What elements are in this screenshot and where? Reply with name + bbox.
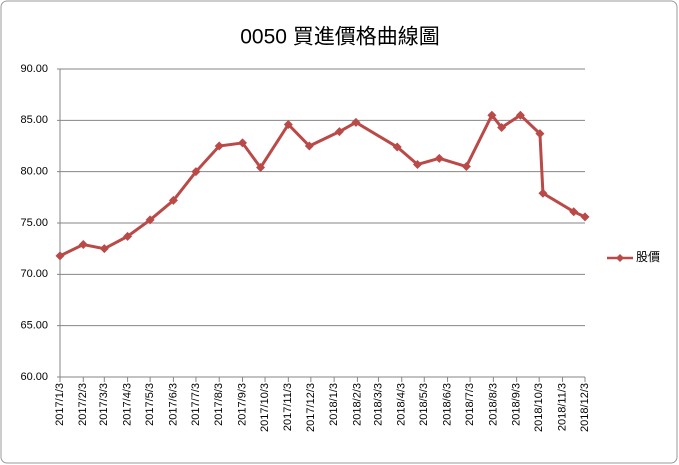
legend-label: 股價 <box>636 250 660 264</box>
data-point <box>413 159 423 169</box>
x-tick-label: 2017/8/3 <box>213 383 225 426</box>
data-point <box>580 212 590 222</box>
x-tick-label: 2018/7/3 <box>464 383 476 426</box>
data-point <box>99 244 109 254</box>
x-tick-label: 2018/12/3 <box>579 383 591 432</box>
y-tick-label: 70.00 <box>20 268 48 280</box>
y-tick-label: 90.00 <box>20 63 48 75</box>
x-tick-label: 2017/9/3 <box>236 383 248 426</box>
x-tick-label: 2017/11/3 <box>282 383 294 431</box>
x-tick-label: 2017/3/3 <box>98 383 110 426</box>
x-tick-label: 2017/4/3 <box>122 383 134 426</box>
x-tick-label: 2018/6/3 <box>441 383 453 426</box>
data-point <box>334 127 344 137</box>
data-point <box>434 153 444 163</box>
x-tick-label: 2018/11/3 <box>556 383 568 431</box>
x-tick-label: 2017/5/3 <box>144 383 156 426</box>
chart-title: 0050 買進價格曲線圖 <box>240 26 440 49</box>
data-point <box>214 141 224 151</box>
x-tick-label: 2017/1/3 <box>54 383 66 426</box>
data-point <box>535 129 545 139</box>
y-tick-label: 75.00 <box>20 217 48 229</box>
x-tick-label: 2017/10/3 <box>259 383 271 432</box>
data-point <box>538 188 548 198</box>
data-point <box>78 240 88 250</box>
data-point <box>351 117 361 127</box>
x-tick-label: 2017/12/3 <box>305 383 317 432</box>
data-point <box>392 142 402 152</box>
data-point <box>123 231 133 241</box>
x-tick-label: 2018/9/3 <box>511 383 523 426</box>
legend-marker <box>616 254 624 262</box>
data-point <box>487 110 497 120</box>
data-point <box>238 138 248 148</box>
data-point <box>191 167 201 177</box>
y-tick-label: 65.00 <box>20 320 48 332</box>
x-tick-label: 2017/6/3 <box>167 383 179 426</box>
data-point <box>256 163 266 173</box>
x-tick-label: 2018/10/3 <box>533 383 545 432</box>
x-tick-label: 2018/5/3 <box>418 383 430 426</box>
data-point <box>283 119 293 129</box>
data-point <box>497 123 507 133</box>
x-tick-label: 2018/4/3 <box>396 383 408 426</box>
data-point <box>168 195 178 205</box>
y-tick-label: 85.00 <box>20 114 48 126</box>
x-tick-label: 2018/3/3 <box>372 383 384 426</box>
data-point <box>461 162 471 172</box>
data-point <box>55 251 65 261</box>
x-tick-label: 2018/1/3 <box>328 383 340 426</box>
x-tick-label: 2018/8/3 <box>487 383 499 426</box>
x-tick-label: 2017/7/3 <box>190 383 202 426</box>
x-tick-label: 2017/2/3 <box>77 383 89 426</box>
y-tick-label: 80.00 <box>20 166 48 178</box>
data-point <box>304 141 314 151</box>
data-point <box>569 207 579 217</box>
data-point <box>145 215 155 225</box>
x-tick-label: 2018/2/3 <box>351 383 363 426</box>
y-tick-label: 60.00 <box>20 371 48 383</box>
data-point <box>515 110 525 120</box>
